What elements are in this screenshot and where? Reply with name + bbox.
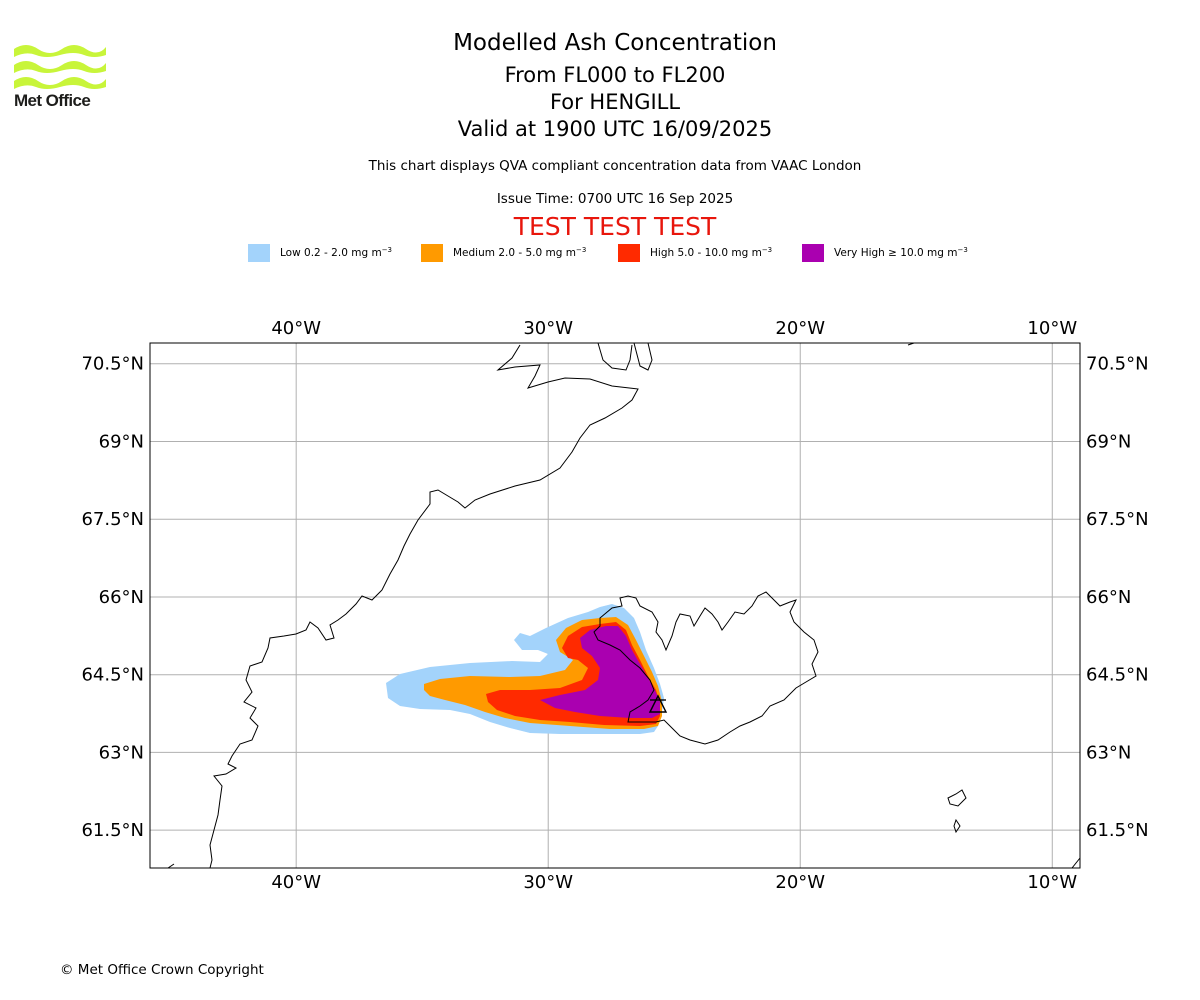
lat-label-right: 67.5°N	[1086, 509, 1149, 530]
lon-label-top: 10°W	[1027, 318, 1077, 339]
lat-label-left: 63°N	[99, 742, 144, 763]
lon-label-bottom: 30°W	[523, 872, 573, 893]
lon-label-top: 20°W	[775, 318, 825, 339]
legend-unit-exp: −3	[761, 246, 773, 254]
lon-label-top: 30°W	[523, 318, 573, 339]
lon-label-bottom: 10°W	[1027, 872, 1077, 893]
lat-label-left: 69°N	[99, 431, 144, 452]
chart-title: Modelled Ash Concentration	[453, 30, 777, 56]
logo-wordmark: Met Office	[14, 91, 91, 110]
legend-swatch-low	[248, 244, 270, 262]
lon-label-bottom: 20°W	[775, 872, 825, 893]
test-banner: TEST TEST TEST	[513, 212, 717, 241]
greenland-fjord-north	[597, 343, 653, 371]
lat-label-right: 69°N	[1086, 431, 1131, 452]
lat-label-right: 64.5°N	[1086, 665, 1149, 686]
legend-label-medium: Medium 2.0 - 5.0 mg m	[453, 247, 576, 259]
legend-swatch-medium	[421, 244, 443, 262]
lat-label-left: 66°N	[99, 587, 144, 608]
legend-unit-exp: −3	[381, 246, 393, 254]
lat-label-left: 67.5°N	[81, 509, 144, 530]
ash-plume	[386, 604, 664, 734]
lat-label-left: 70.5°N	[81, 354, 144, 375]
met-office-logo	[14, 45, 106, 89]
coastlines	[167, 343, 1080, 868]
copyright-notice: © Met Office Crown Copyright	[60, 962, 264, 978]
map-frame	[149, 342, 1081, 869]
legend-unit-exp: −3	[957, 246, 968, 254]
legend-unit-exp: −3	[575, 246, 587, 254]
volcano-name: For HENGILL	[549, 90, 681, 114]
graticule	[150, 343, 1080, 868]
lon-label-top: 40°W	[271, 318, 321, 339]
graticule-labels: 40°W 40°W 30°W 30°W 20°W 20°W 10°W 10°W 70.5°N 70…	[81, 318, 1148, 893]
volcano-marker	[648, 694, 668, 713]
ash-zone-very-high	[540, 626, 660, 718]
lat-label-right: 70.5°N	[1086, 354, 1149, 375]
lat-label-right: 61.5°N	[1086, 820, 1149, 841]
valid-time: Valid at 1900 UTC 16/09/2025	[457, 117, 773, 141]
lat-label-left: 61.5°N	[81, 820, 144, 841]
faroe-islands	[947, 789, 967, 834]
iceland-coast	[593, 591, 819, 745]
lat-label-right: 66°N	[1086, 587, 1131, 608]
flight-level-range: From FL000 to FL200	[504, 63, 726, 87]
lat-label-left: 64.5°N	[81, 665, 144, 686]
lon-label-bottom: 40°W	[271, 872, 321, 893]
legend-swatch-very-high	[802, 244, 824, 262]
legend-label-very-high: Very High ≥ 10.0 mg m	[834, 247, 958, 259]
issue-time: Issue Time: 0700 UTC 16 Sep 2025	[496, 191, 734, 207]
qva-note: This chart displays QVA compliant concen…	[368, 158, 862, 174]
legend-label-low: Low 0.2 - 2.0 mg m	[280, 247, 382, 259]
greenland-coast	[209, 344, 639, 868]
legend-swatch-high	[618, 244, 640, 262]
legend-label-high: High 5.0 - 10.0 mg m	[650, 247, 762, 259]
lat-label-right: 63°N	[1086, 742, 1131, 763]
southwest-coast-fragment	[167, 857, 1080, 868]
